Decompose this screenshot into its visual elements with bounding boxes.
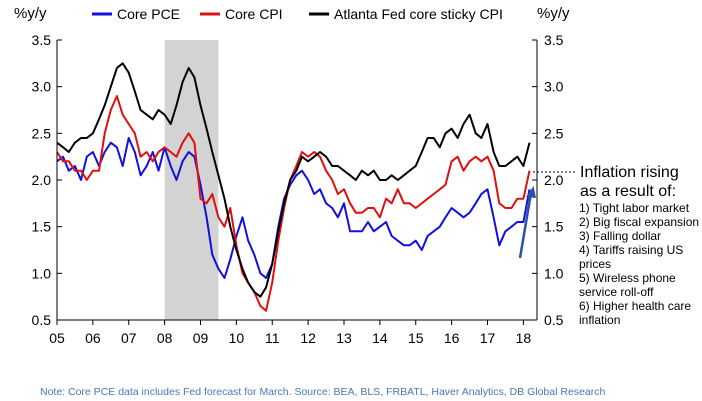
axes-layer: 0.5 0.5 1.0 1.0 1.5 1.5 2.0 2.0 2.5 2.5 3.0 3.0 3.5 3… <box>14 5 570 346</box>
x-tick-label: 13 <box>336 330 352 346</box>
series-line-core-cpi <box>56 95 531 312</box>
x-tick-label: 16 <box>444 330 460 346</box>
y-tick-label-left: 0.5 <box>32 312 52 328</box>
annotation-item: 5) Wireless phone <box>579 271 676 285</box>
annotation-item: inflation <box>579 313 620 327</box>
callout-arrow-shaft <box>518 192 533 259</box>
x-tick-label: 18 <box>516 330 532 346</box>
y-tick-label-left: 3.5 <box>32 32 52 48</box>
annotation-item: 1) Tight labor market <box>579 201 690 215</box>
callout-arrow-head <box>526 186 536 198</box>
y-tick-label-right: 2.0 <box>544 172 564 188</box>
annotation-item: prices <box>579 257 611 271</box>
x-tick-label: 06 <box>85 330 101 346</box>
annotation-item: service roll-off <box>579 285 654 299</box>
y-tick-label-left: 3.0 <box>32 79 52 95</box>
x-tick-label: 17 <box>480 330 496 346</box>
x-tick-label: 10 <box>229 330 245 346</box>
y-tick-label-right: 0.5 <box>544 312 564 328</box>
annotation-item: 4) Tariffs raising US <box>579 243 683 257</box>
y-axis-label-right: %y/y <box>537 5 570 22</box>
y-tick-label-left: 1.5 <box>32 219 52 235</box>
y-tick-label-left: 2.0 <box>32 172 52 188</box>
annotation: Inflation rising as a result of:1) Tight … <box>518 164 699 327</box>
y-tick-label-right: 1.5 <box>544 219 564 235</box>
legend-label: Core CPI <box>225 6 283 22</box>
x-tick-label: 15 <box>408 330 424 346</box>
x-tick-label: 08 <box>157 330 173 346</box>
x-tick-label: 09 <box>193 330 209 346</box>
x-tick-label: 12 <box>300 330 316 346</box>
y-tick-label-right: 2.5 <box>544 125 564 141</box>
series-line-core-pce <box>56 137 531 279</box>
footnote: Note: Core PCE data includes Fed forecas… <box>40 386 606 398</box>
x-tick-label: 14 <box>372 330 388 346</box>
series-line-atlanta-fed-core-sticky-cpi <box>56 62 531 298</box>
y-axis-label-left: %y/y <box>14 5 47 22</box>
annotation-item: 6) Higher health care <box>579 299 691 313</box>
x-tick-label: 05 <box>49 330 65 346</box>
annotation-item: 3) Falling dollar <box>579 229 661 243</box>
y-tick-label-left: 2.5 <box>32 125 52 141</box>
annotation-heading: Inflation rising <box>580 164 679 181</box>
legend-label: Core PCE <box>117 6 180 22</box>
legend: Core PCE Core CPI Atlanta Fed core sticky … <box>92 6 503 22</box>
x-tick-label: 07 <box>121 330 137 346</box>
recession-shade <box>164 40 219 320</box>
x-tick-label: 11 <box>265 330 280 346</box>
y-tick-label-right: 3.5 <box>544 32 564 48</box>
annotation-heading: as a result of: <box>580 183 676 200</box>
y-tick-label-left: 1.0 <box>32 265 52 281</box>
y-tick-label-right: 1.0 <box>544 265 564 281</box>
annotation-item: 2) Big fiscal expansion <box>579 215 699 229</box>
legend-label: Atlanta Fed core sticky CPI <box>334 6 503 22</box>
series-layer <box>56 62 531 312</box>
y-tick-label-right: 3.0 <box>544 79 564 95</box>
